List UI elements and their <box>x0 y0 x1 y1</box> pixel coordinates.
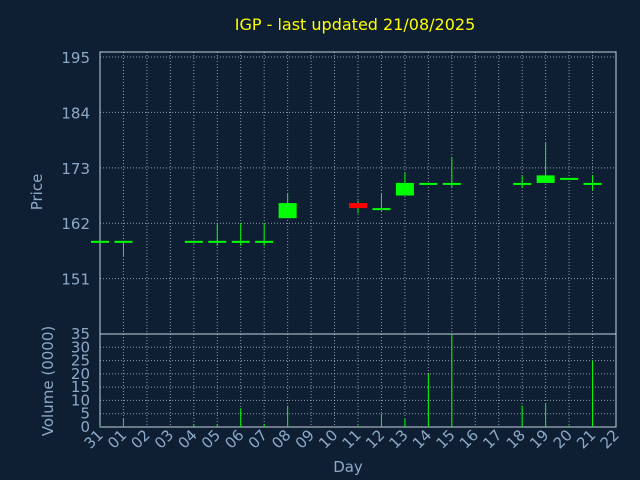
price-tick-label: 162 <box>61 215 90 233</box>
price-tick-label: 184 <box>61 104 90 122</box>
candle-body <box>560 177 579 180</box>
candle-body <box>255 240 274 243</box>
volume-tick-label: 0 <box>80 418 90 436</box>
candle-body <box>583 182 602 185</box>
candles <box>91 142 602 256</box>
volume-tick-label: 25 <box>71 352 90 370</box>
candle-body <box>278 203 297 219</box>
volume-tick-label: 10 <box>71 391 90 409</box>
candle-body <box>419 182 438 185</box>
candle-body <box>184 240 203 243</box>
candle-body <box>231 240 250 243</box>
volume-tick-label: 35 <box>71 325 90 343</box>
price-tick-label: 173 <box>61 160 90 178</box>
candle-body <box>536 175 555 183</box>
price-axis-label: Price <box>28 174 46 211</box>
volume-axis-label: Volume (0000) <box>39 326 57 436</box>
candle-body <box>349 203 367 209</box>
candle-body <box>442 182 461 185</box>
x-axis-label: Day <box>333 458 363 476</box>
volume-tick-label: 20 <box>71 365 90 383</box>
price-tick-label: 151 <box>61 271 90 289</box>
candle-body <box>91 240 109 243</box>
candle-body <box>114 240 133 243</box>
volume-tick-label: 5 <box>80 405 90 423</box>
volume-tick-label: 15 <box>71 378 90 396</box>
chart-title: IGP - last updated 21/08/2025 <box>235 15 476 34</box>
volume-tick-label: 30 <box>71 338 90 356</box>
candle-body <box>513 182 532 185</box>
price-tick-label: 195 <box>61 49 90 67</box>
candle-body <box>372 208 391 211</box>
volume-bars <box>99 334 594 427</box>
candle-body <box>395 182 414 196</box>
candle-body <box>208 240 227 243</box>
